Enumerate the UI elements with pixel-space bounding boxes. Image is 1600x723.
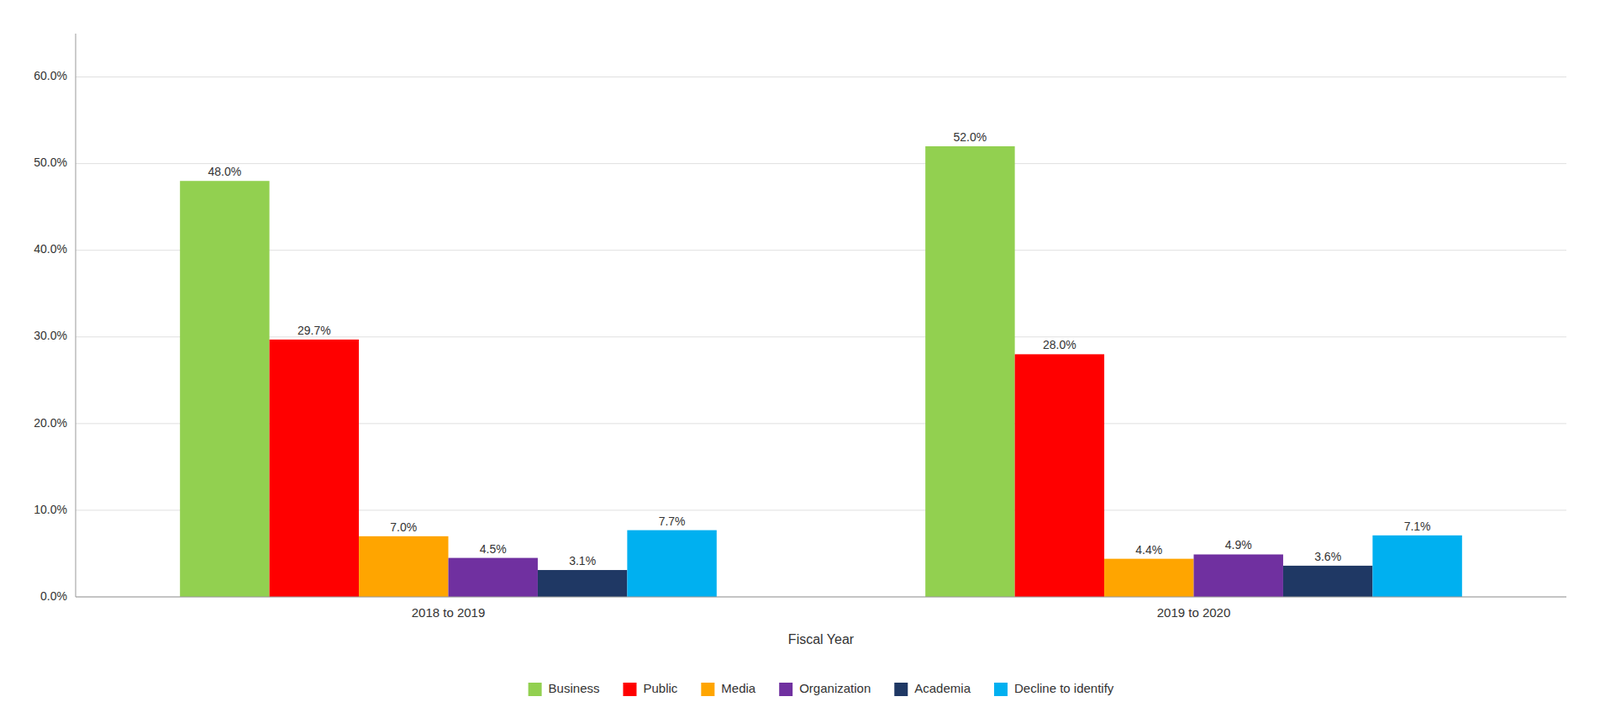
legend-swatch — [894, 682, 908, 696]
legend-swatch — [778, 682, 793, 696]
data-label: 52.0% — [953, 130, 988, 144]
legend-item: Public — [622, 680, 678, 696]
bar — [358, 536, 448, 597]
y-axis-line — [75, 33, 77, 597]
grid — [75, 77, 1567, 597]
legend-item: Organization — [778, 680, 871, 696]
legend-item: Decline to identify — [994, 680, 1115, 696]
bar — [448, 557, 538, 597]
data-label: 7.0% — [389, 520, 417, 534]
y-tick-label: 20.0% — [33, 415, 68, 430]
data-label: 29.7% — [297, 323, 332, 337]
legend: Business Public Media Organization Academia D… — [528, 680, 1115, 696]
bar — [1372, 535, 1462, 597]
x-axis-label: Fiscal Year — [788, 631, 855, 647]
legend-label: Academia — [914, 680, 971, 695]
bar — [537, 569, 627, 597]
y-tick-label: 60.0% — [33, 68, 68, 83]
data-label: 4.9% — [1225, 537, 1253, 552]
bar — [1283, 565, 1373, 597]
y-tick-label: 10.0% — [33, 502, 68, 516]
bar — [626, 530, 716, 597]
legend-item: Business — [528, 680, 600, 696]
x-tick-label: 2018 to 2019 — [411, 605, 486, 620]
legend-item: Academia — [894, 680, 971, 696]
data-label: 28.0% — [1042, 337, 1077, 352]
data-label: 3.1% — [568, 553, 596, 568]
legend-item: Media — [700, 680, 757, 696]
y-tick-label: 30.0% — [33, 328, 68, 343]
legend-swatch — [994, 682, 1008, 696]
legend-label: Business — [548, 680, 600, 695]
y-tick-labels: 0.0% 10.0% 20.0% 30.0% 40.0% 50.0% 60.0% — [33, 68, 68, 602]
data-label: 7.1% — [1404, 519, 1432, 533]
data-label: 48.0% — [208, 164, 243, 179]
data-labels: 48.0% 52.0% 29.7% 28.0% 7.0% 4.4% 4.5% 4.9% 3.1%… — [208, 130, 1432, 568]
x-tick-labels: 2018 to 2019 2019 to 2020 — [411, 605, 1232, 620]
data-label: 3.6% — [1314, 549, 1342, 564]
legend-swatch — [528, 682, 543, 696]
y-tick-label: 0.0% — [40, 589, 68, 603]
x-axis-line — [75, 596, 1567, 598]
grid-line — [75, 163, 1567, 164]
bar — [269, 339, 359, 597]
legend-label: Public — [642, 680, 678, 695]
data-label: 4.4% — [1135, 542, 1163, 557]
legend-label: Media — [721, 680, 757, 695]
y-tick-label: 50.0% — [33, 155, 68, 169]
grid-line — [75, 249, 1567, 251]
legend-label: Decline to identify — [1014, 680, 1115, 695]
x-tick-label: 2019 to 2020 — [1157, 605, 1232, 620]
data-label: 4.5% — [479, 542, 507, 556]
legend-label: Organization — [799, 680, 871, 695]
bar — [925, 146, 1015, 597]
legend-swatch — [622, 682, 637, 696]
chart: 0.0% 10.0% 20.0% 30.0% 40.0% 50.0% 60.0% 48.0% 5… — [0, 0, 1600, 723]
bars — [179, 146, 1463, 597]
y-tick-label: 40.0% — [33, 242, 68, 256]
grid-line — [75, 76, 1567, 78]
data-label: 7.7% — [658, 514, 686, 528]
grid-line — [75, 596, 1567, 598]
bar — [1194, 553, 1284, 597]
bar — [1015, 353, 1105, 597]
bar — [1104, 558, 1194, 597]
bar — [179, 180, 269, 597]
legend-swatch — [700, 682, 715, 696]
